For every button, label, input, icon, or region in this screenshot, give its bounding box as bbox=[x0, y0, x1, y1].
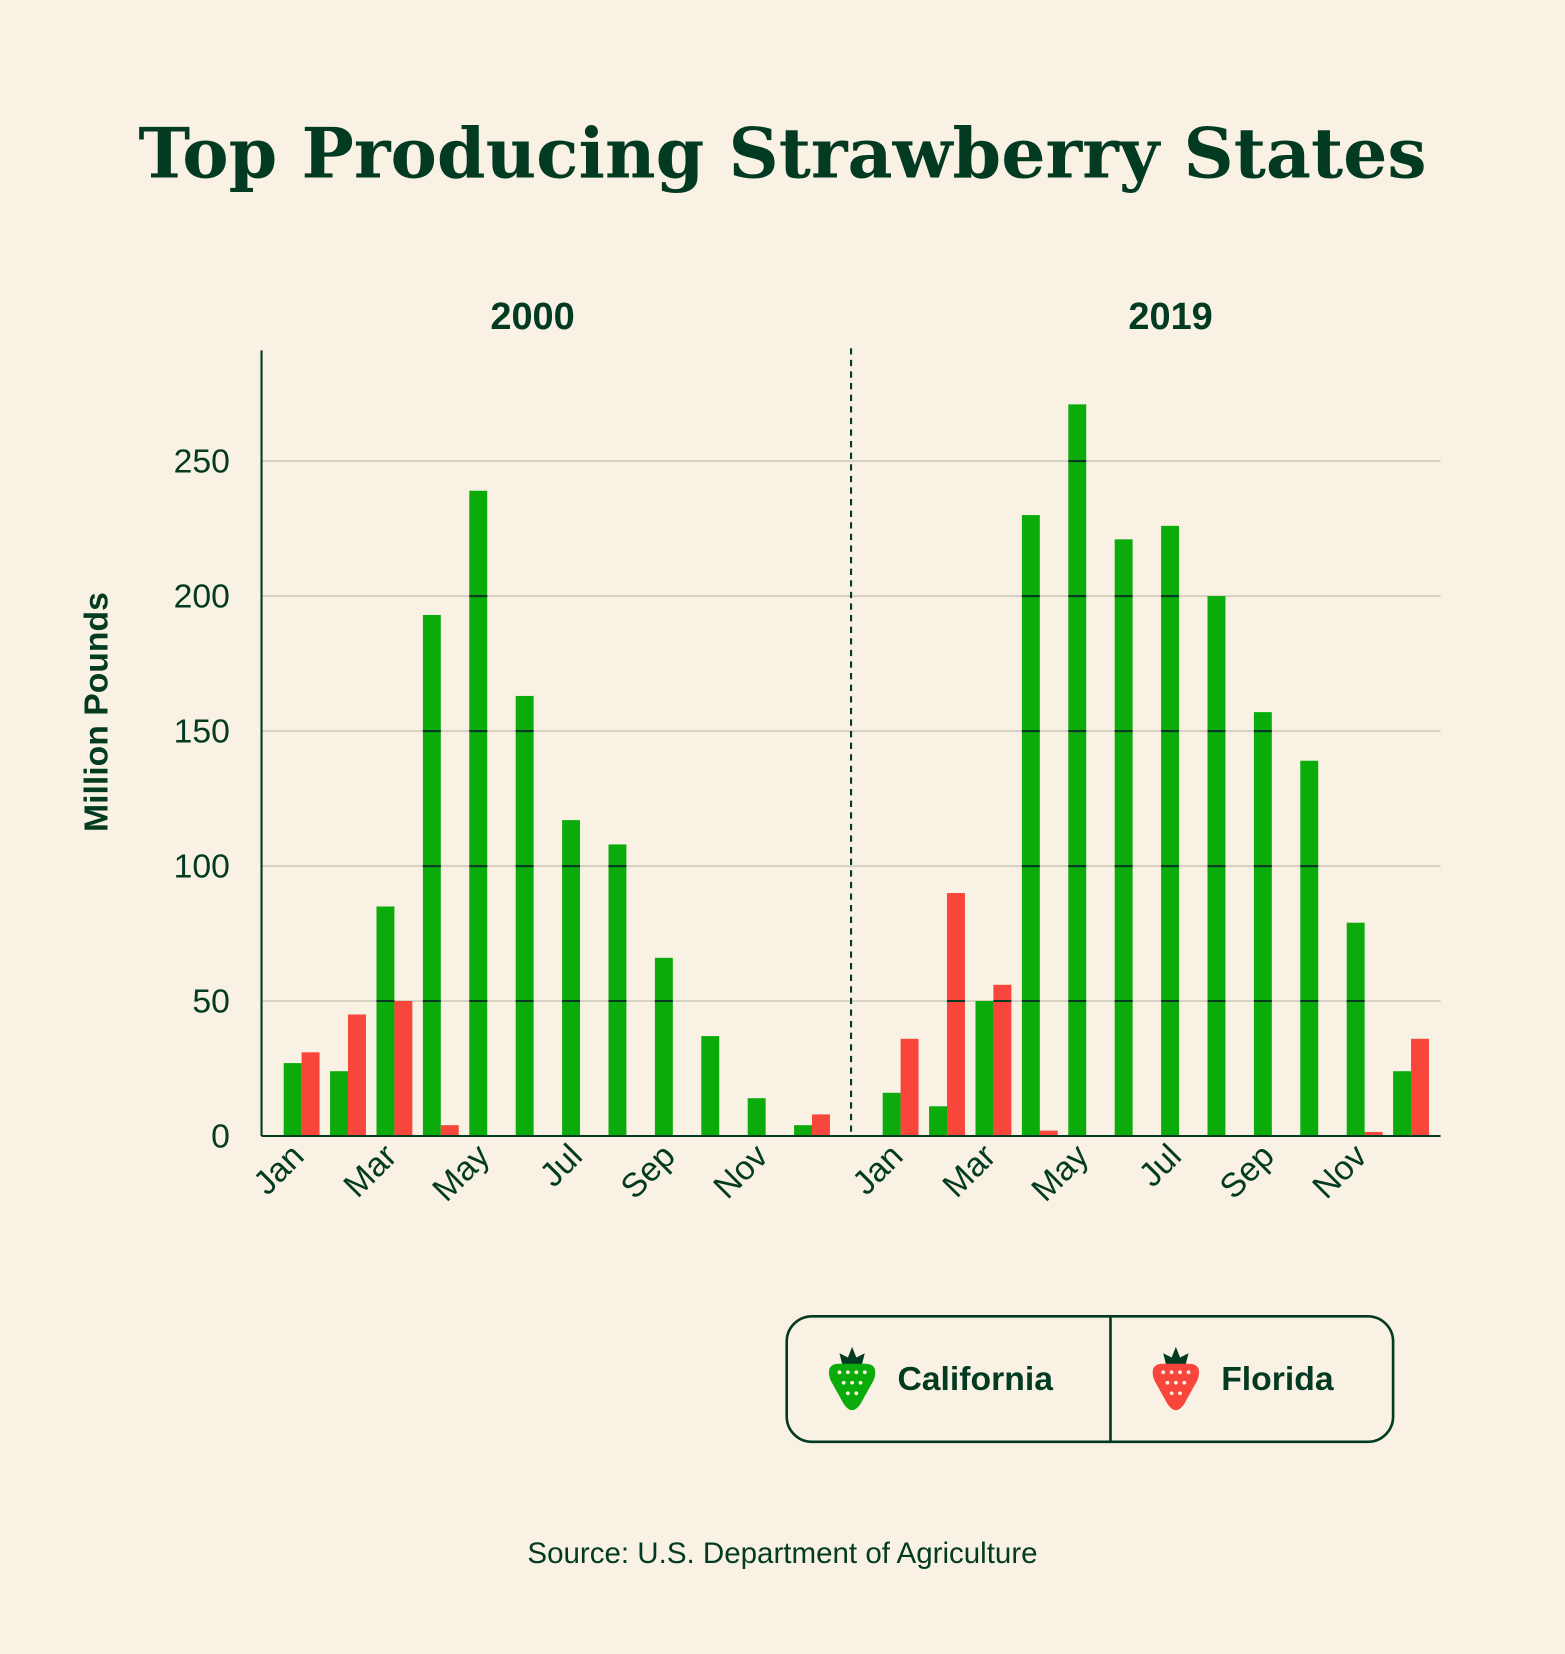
bar-california-2000-feb bbox=[330, 1071, 349, 1136]
bar-florida-2000-jan bbox=[301, 1052, 320, 1136]
x-tick-label: Mar bbox=[935, 1137, 1003, 1205]
y-tick-label: 250 bbox=[174, 443, 230, 481]
bar-california-2000-dec bbox=[794, 1125, 813, 1136]
bar-florida-2019-jan bbox=[900, 1038, 919, 1136]
y-tick-label: 100 bbox=[174, 848, 230, 886]
x-tick-label: Jul bbox=[1132, 1137, 1189, 1194]
x-tick-label: Sep bbox=[1212, 1137, 1281, 1206]
source-note: Source: U.S. Department of Agriculture bbox=[527, 1537, 1037, 1570]
bar-california-2019-may bbox=[1068, 404, 1087, 1136]
bar-california-2019-sep bbox=[1253, 712, 1272, 1136]
chart-title: Top Producing Strawberry States bbox=[138, 113, 1426, 194]
bar-california-2019-feb bbox=[929, 1106, 948, 1136]
strawberry-icon bbox=[1152, 1346, 1200, 1411]
bar-florida-2019-mar bbox=[993, 984, 1012, 1136]
bar-florida-2000-feb bbox=[348, 1014, 366, 1136]
bar-florida-2019-dec bbox=[1411, 1038, 1429, 1136]
bar-california-2019-jan bbox=[882, 1092, 901, 1136]
bar-california-2000-jun bbox=[515, 695, 534, 1136]
bar-california-2019-mar bbox=[975, 1001, 994, 1136]
bar-california-2000-oct bbox=[701, 1036, 720, 1136]
bar-california-2000-jul bbox=[562, 820, 581, 1136]
bar-california-2019-oct bbox=[1300, 760, 1319, 1136]
x-tick-label: May bbox=[1024, 1137, 1096, 1209]
bar-california-2000-nov bbox=[747, 1098, 766, 1136]
x-tick-label: Sep bbox=[613, 1137, 682, 1206]
x-tick-label: Nov bbox=[1305, 1137, 1374, 1206]
panel-title-2000: 2000 bbox=[490, 296, 574, 338]
panel-title-2019: 2019 bbox=[1128, 296, 1212, 338]
bar-florida-2000-dec bbox=[812, 1114, 830, 1136]
legend: California Florida bbox=[785, 1315, 1395, 1444]
x-tick-label: May bbox=[425, 1137, 497, 1209]
bar-california-2019-apr bbox=[1021, 515, 1040, 1136]
bar-florida-2019-apr bbox=[1039, 1130, 1058, 1136]
x-tick-label: Jul bbox=[533, 1137, 590, 1194]
x-tick-label: Nov bbox=[706, 1137, 775, 1206]
legend-label-florida: Florida bbox=[1221, 1360, 1334, 1398]
bar-florida-2019-feb bbox=[947, 893, 965, 1136]
legend-label-california: California bbox=[897, 1360, 1053, 1398]
bar-florida-2000-apr bbox=[440, 1125, 459, 1136]
bar-california-2000-may bbox=[469, 490, 488, 1136]
bar-california-2000-aug bbox=[608, 844, 627, 1136]
bar-california-2019-jul bbox=[1161, 525, 1180, 1136]
bar-california-2000-sep bbox=[654, 957, 673, 1136]
bar-california-2000-apr bbox=[422, 614, 441, 1136]
y-tick-label: 150 bbox=[174, 713, 230, 751]
bar-california-2019-dec bbox=[1393, 1071, 1412, 1136]
bar-florida-2000-mar bbox=[394, 1001, 413, 1136]
y-tick-label: 200 bbox=[174, 578, 230, 616]
x-tick-label: Mar bbox=[336, 1137, 404, 1205]
bar-california-2000-jan bbox=[283, 1063, 302, 1136]
bar-california-2019-jun bbox=[1114, 539, 1133, 1136]
strawberry-icon bbox=[828, 1346, 876, 1411]
y-tick-label: 50 bbox=[192, 983, 230, 1021]
bar-florida-2019-nov bbox=[1364, 1131, 1383, 1136]
bar-california-2019-nov bbox=[1346, 922, 1365, 1136]
bar-california-2000-mar bbox=[376, 906, 395, 1136]
x-tick-label: Jan bbox=[845, 1137, 910, 1202]
y-axis-label: Million Pounds bbox=[78, 592, 116, 832]
y-tick-label: 0 bbox=[211, 1118, 230, 1156]
x-tick-label: Jan bbox=[246, 1137, 311, 1202]
